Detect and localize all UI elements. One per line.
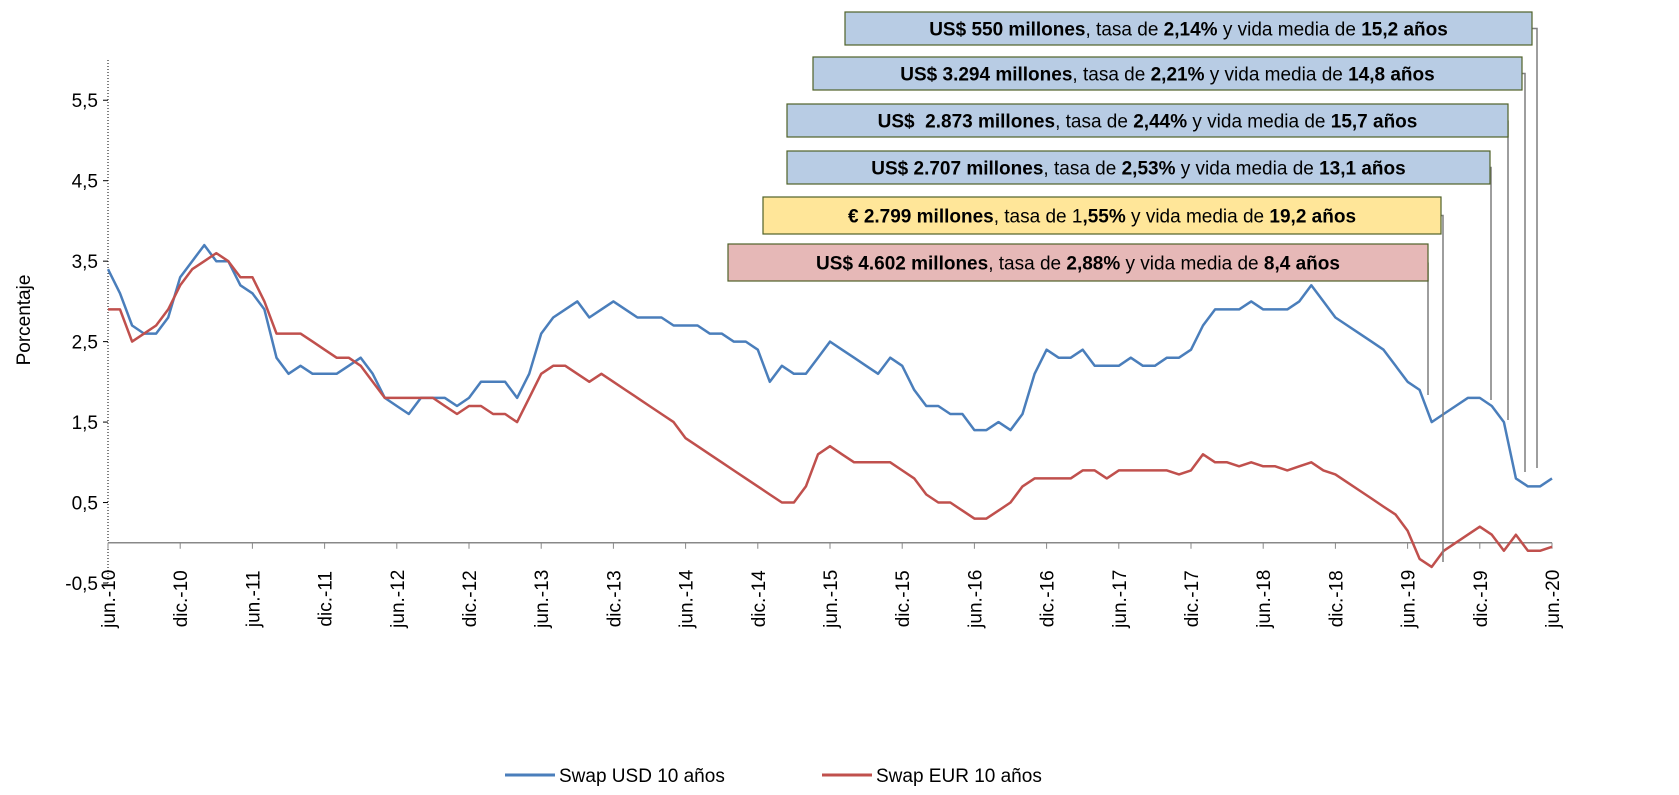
annotation-part: , tasa de (1086, 20, 1164, 41)
annotation-part: y vida media de (1120, 254, 1264, 275)
annotation-part: US$ 2.707 millones (871, 159, 1043, 180)
annotation-part: y vida media de (1204, 65, 1348, 86)
leader-line (1490, 166, 1492, 400)
annotation-part: , tasa de 1 (994, 207, 1083, 228)
y-tick-label: 5,5 (72, 91, 98, 112)
annotation-text: US$ 3.294 millones, tasa de 2,21% y vida… (900, 65, 1434, 86)
annotation-text: US$ 550 millones, tasa de 2,14% y vida m… (929, 20, 1448, 41)
x-tick-label: jun.-11 (243, 570, 264, 628)
x-tick-label: dic.-11 (316, 571, 337, 627)
legend-label: Swap EUR 10 años (876, 766, 1042, 787)
annotation-box (812, 56, 1523, 91)
annotation-part: y vida media de (1175, 159, 1319, 180)
annotation-part: 2,88% (1066, 254, 1120, 275)
x-tick-label: jun.-17 (1110, 570, 1131, 629)
annotation-part: US$ 3.294 millones (900, 65, 1072, 86)
x-tick-label: dic.-13 (604, 570, 625, 627)
annotation-part: , tasa de (988, 254, 1066, 275)
annotation-box (844, 11, 1533, 46)
x-tick-label: dic.-19 (1471, 570, 1492, 627)
x-tick-label: jun.-19 (1399, 570, 1420, 629)
annotation-part: y vida media de (1187, 112, 1331, 133)
series-line (106, 243, 1553, 488)
y-tick-label: 0,5 (72, 494, 98, 515)
x-tick-label: dic.-15 (893, 570, 914, 627)
y-tick-label: 3,5 (72, 252, 98, 273)
annotation-box (786, 103, 1509, 138)
annotation-part: 2,14% (1164, 20, 1218, 41)
y-tick-label: -0,5 (65, 574, 98, 595)
x-tick-label: dic.-16 (1038, 570, 1059, 627)
annotation-text: US$ 2.873 millones, tasa de 2,44% y vida… (878, 112, 1418, 133)
leader-line (1441, 214, 1444, 562)
annotation-part: y vida media de (1126, 207, 1270, 228)
legend-label: Swap USD 10 años (559, 766, 725, 787)
x-tick-label: dic.-17 (1182, 570, 1203, 627)
x-tick-label: dic.-10 (171, 570, 192, 627)
x-tick-label: dic.-18 (1326, 570, 1347, 627)
annotation-part: 2,53% (1122, 159, 1176, 180)
x-tick-label: jun.-13 (532, 570, 553, 629)
x-tick-label: jun.-20 (1543, 570, 1564, 629)
x-tick-label: jun.-14 (677, 569, 698, 629)
y-axis-label: Porcentaje (14, 275, 35, 366)
annotation-part: 14,8 años (1348, 65, 1435, 86)
y-tick-label: 2,5 (72, 333, 98, 354)
x-tick-label: jun.-10 (99, 570, 120, 629)
x-tick-label: jun.-16 (965, 570, 986, 629)
annotation-part: US$ 4.602 millones (816, 254, 988, 275)
leader-line (1532, 27, 1538, 468)
x-tick-label: jun.-18 (1254, 570, 1275, 629)
x-tick-label: dic.-14 (749, 570, 770, 627)
annotation-text: US$ 2.707 millones, tasa de 2,53% y vida… (871, 159, 1405, 180)
annotation-part: US$ 550 millones (929, 20, 1085, 41)
annotation-part: 13,1 años (1319, 159, 1406, 180)
x-tick-label: jun.-12 (388, 570, 409, 629)
series-line (108, 251, 1553, 569)
annotation-box (786, 150, 1491, 185)
annotation-part: y vida media de (1218, 20, 1362, 41)
leader-line (1522, 72, 1526, 472)
annotation-text: € 2.799 millones, tasa de 1,55% y vida m… (848, 207, 1356, 228)
annotation-part: 15,2 años (1361, 20, 1448, 41)
y-tick-label: 4,5 (72, 172, 98, 193)
annotation-part: US$ 2.873 millones (878, 112, 1055, 133)
y-tick-label: 1,5 (72, 413, 98, 434)
annotation-text: US$ 4.602 millones, tasa de 2,88% y vida… (816, 254, 1340, 275)
annotation-part: , tasa de (1072, 65, 1150, 86)
x-tick-label: dic.-12 (460, 570, 481, 627)
annotation-part: 15,7 años (1331, 112, 1418, 133)
x-tick-label: jun.-15 (821, 570, 842, 629)
annotation-part: 19,2 años (1269, 207, 1356, 228)
annotation-box (727, 243, 1429, 282)
annotation-box (762, 196, 1442, 235)
annotation-part: 2,21% (1151, 65, 1205, 86)
annotation-part: 2,44% (1133, 112, 1187, 133)
annotation-part: , tasa de (1043, 159, 1121, 180)
annotation-part: , tasa de (1055, 112, 1133, 133)
annotation-part: 8,4 años (1264, 254, 1340, 275)
annotation-part: € 2.799 millones (848, 207, 994, 228)
annotation-part: ,55% (1082, 207, 1125, 228)
